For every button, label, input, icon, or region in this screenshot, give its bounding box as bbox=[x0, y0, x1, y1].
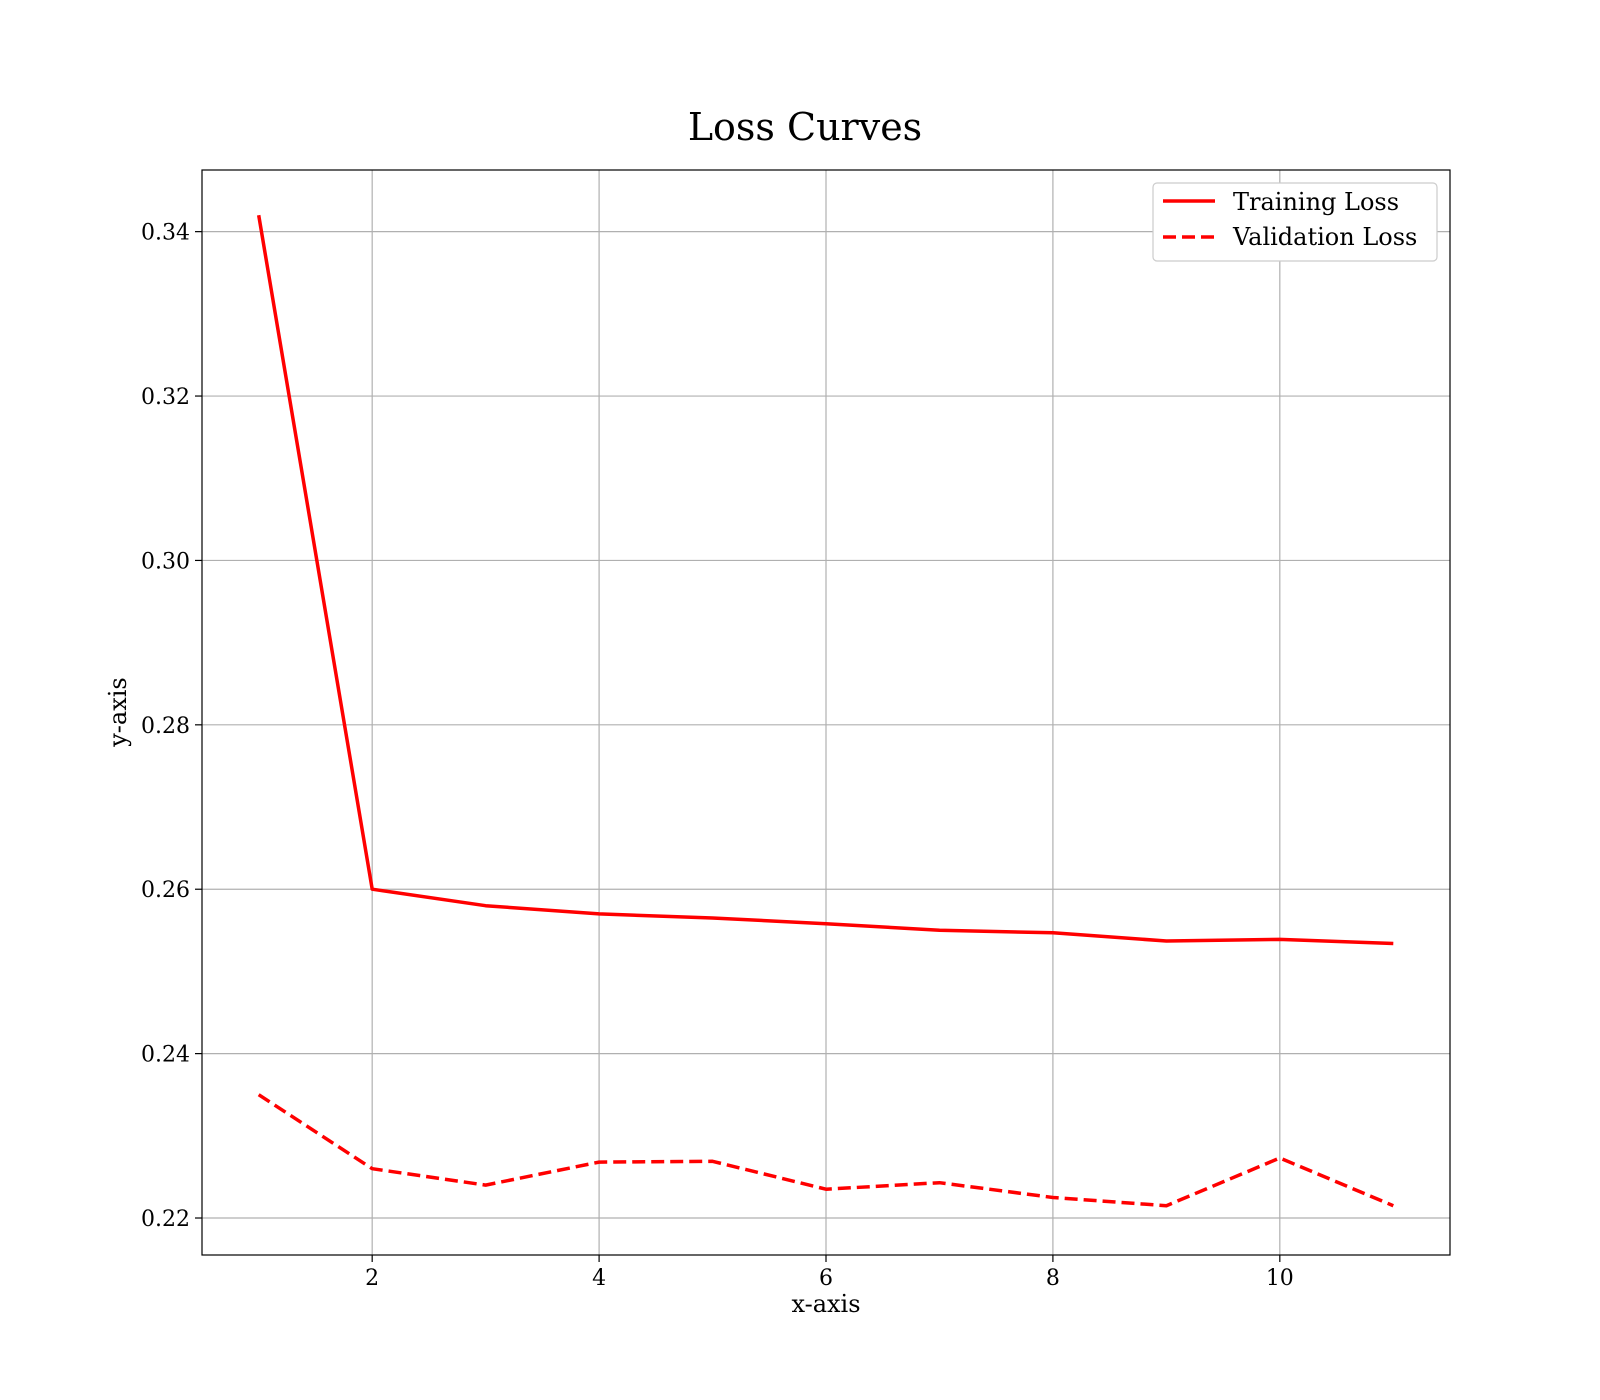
grid-layer bbox=[202, 170, 1450, 1255]
legend-box bbox=[1152, 182, 1438, 262]
x-tick-label: 2 bbox=[365, 1266, 379, 1291]
legend-label-validation: Validation Loss bbox=[1232, 223, 1417, 251]
x-tick-label: 10 bbox=[1266, 1266, 1294, 1291]
y-tick-label: 0.32 bbox=[141, 385, 190, 410]
validation-loss-line bbox=[257, 1093, 1394, 1208]
y-tick-label: 0.28 bbox=[141, 714, 190, 739]
x-tick-label: 6 bbox=[819, 1266, 833, 1291]
ticks-layer: 2 4 6 8 10 0.22 0.24 0.26 0.28 0.30 0.32 0.34 bbox=[141, 221, 1294, 1291]
series-layer bbox=[256, 214, 1394, 1208]
y-tick-label: 0.22 bbox=[141, 1207, 190, 1232]
x-axis-label: x-axis bbox=[791, 1290, 860, 1318]
legend: Training Loss Validation Loss bbox=[1152, 182, 1438, 262]
x-tick-label: 4 bbox=[592, 1266, 606, 1291]
x-tick-label: 8 bbox=[1046, 1266, 1060, 1291]
y-tick-label: 0.26 bbox=[141, 878, 190, 903]
y-axis-label: y-axis bbox=[104, 677, 132, 748]
y-tick-label: 0.34 bbox=[141, 221, 190, 246]
training-loss-line bbox=[256, 214, 1394, 946]
legend-label-training: Training Loss bbox=[1233, 188, 1399, 216]
y-tick-label: 0.24 bbox=[141, 1043, 190, 1068]
y-tick-label: 0.30 bbox=[141, 549, 190, 574]
chart-title: Loss Curves bbox=[688, 105, 922, 149]
